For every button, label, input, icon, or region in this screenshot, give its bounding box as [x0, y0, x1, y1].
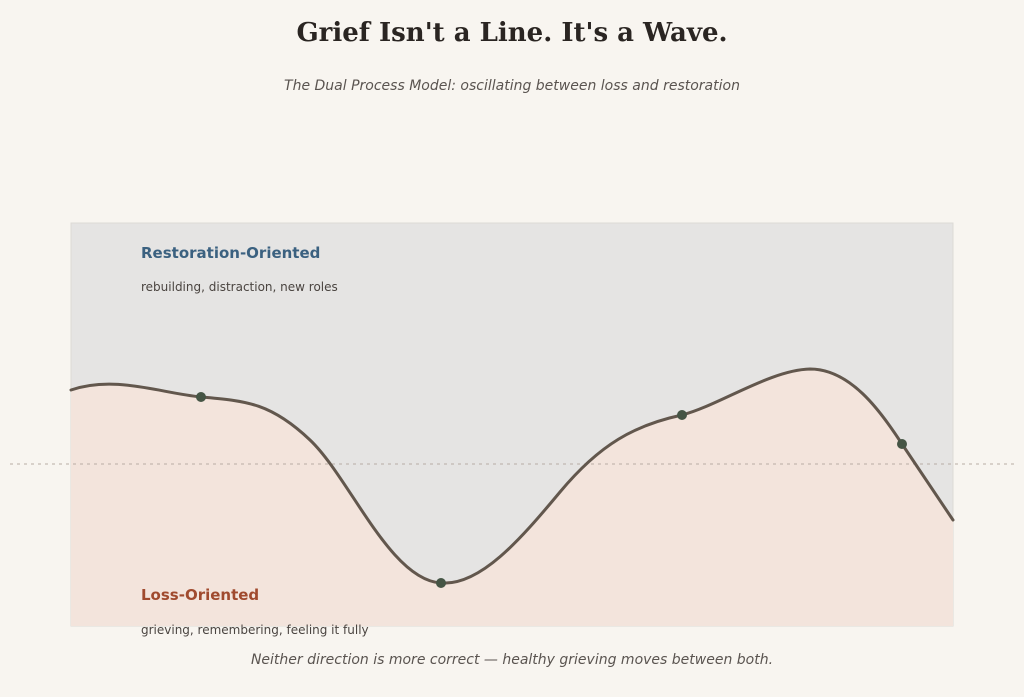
loss-heading: Loss-Oriented [141, 586, 259, 604]
restoration-description: rebuilding, distraction, new roles [141, 280, 338, 294]
restoration-heading: Restoration-Oriented [141, 244, 320, 262]
wave-point-marker [897, 439, 907, 449]
grief-wave-line [69, 367, 955, 585]
footnote: Neither direction is more correct — heal… [250, 652, 774, 668]
wave-point-marker [196, 392, 206, 402]
wave-point-marker [677, 410, 687, 420]
page-subtitle: The Dual Process Model: oscillating betw… [284, 78, 740, 94]
loss-description: grieving, remembering, feeling it fully [141, 623, 369, 637]
loss-zone-fill [71, 369, 953, 626]
wave-point-marker [436, 578, 446, 588]
page-title: Grief Isn't a Line. It's a Wave. [296, 18, 728, 48]
